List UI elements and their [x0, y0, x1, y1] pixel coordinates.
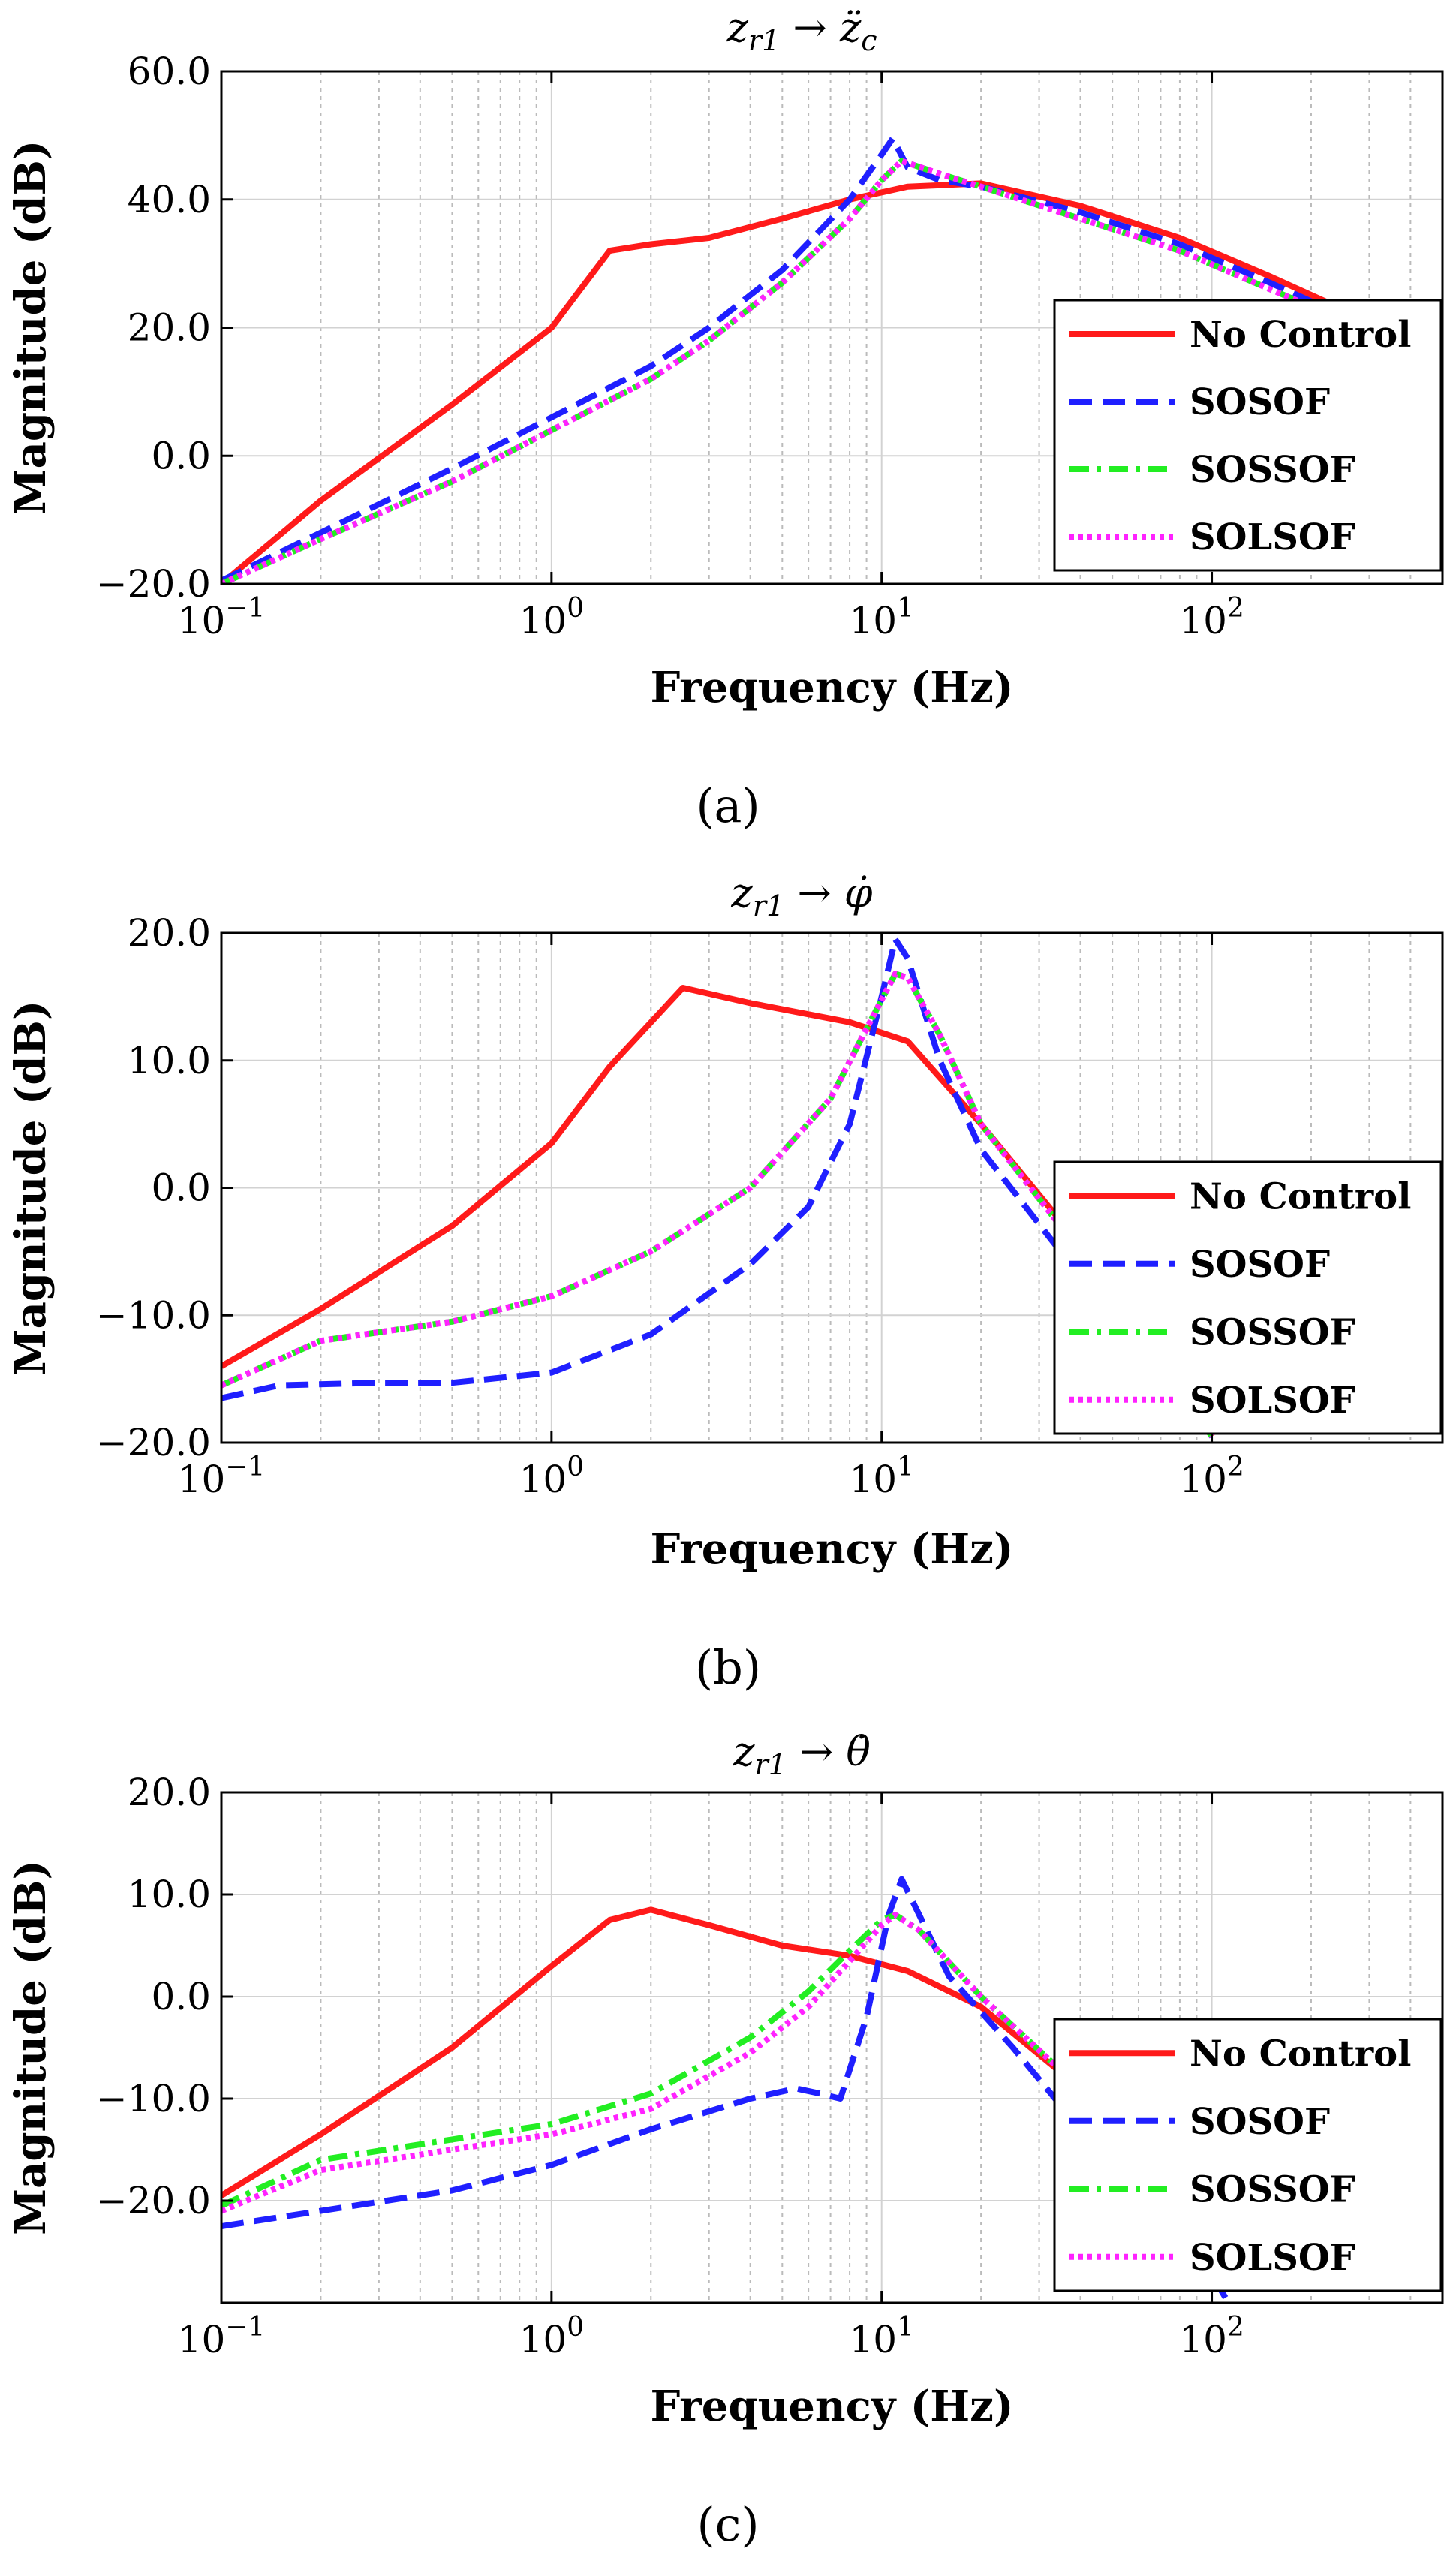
- legend-label-no-control: No Control: [1190, 2033, 1411, 2075]
- legend-box: [1053, 299, 1442, 572]
- x-tick-label: 101: [849, 593, 914, 643]
- y-tick-label: 0.0: [151, 1166, 211, 1210]
- y-axis-label: Magnitude (dB): [6, 1001, 56, 1376]
- legend: No Control SOSOF SOSSOF SOLSOF: [1053, 299, 1442, 572]
- chart-panel-2: −20.0 −10.0 0.0 10.0 20.0 10−1 100 101 102 Freque…: [6, 869, 1444, 1695]
- y-tick-label: −20.0: [96, 2179, 211, 2222]
- chart-title: zr1 → z̈c: [726, 4, 877, 57]
- legend-label-sossof: SOSSOF: [1190, 2168, 1355, 2210]
- chart-panel-3: −20.0 −10.0 0.0 10.0 20.0 10−1 100 101 102 Freque…: [6, 1728, 1444, 2552]
- ticks: [220, 931, 1214, 1444]
- x-axis-label: Frequency (Hz): [651, 2382, 1014, 2431]
- legend: No Control SOSOF SOSSOF SOLSOF: [1053, 2018, 1442, 2292]
- series-line-sossof: [221, 1912, 1229, 2274]
- chart-panel-1: −20.0 0.0 20.0 40.0 60.0 10−1 100 101 102 Frequen…: [6, 4, 1444, 833]
- y-tick-label: 20.0: [128, 306, 211, 350]
- legend-label-sossof: SOSSOF: [1190, 449, 1355, 491]
- series-line-no-control: [221, 180, 1442, 584]
- y-tick-label: −20.0: [96, 562, 211, 606]
- x-tick-label: 10−1: [178, 2312, 266, 2361]
- y-tick-label: 60.0: [128, 50, 211, 93]
- panel-caption: (c): [696, 2497, 759, 2552]
- x-tick-label: 101: [849, 2312, 914, 2361]
- legend-label-solsof: SOLSOF: [1190, 516, 1355, 558]
- series-lines: [221, 135, 1442, 584]
- legend: No Control SOSOF SOSSOF SOLSOF: [1053, 1160, 1442, 1435]
- panel-caption: (b): [695, 1640, 761, 1695]
- legend-box: [1053, 2018, 1442, 2292]
- y-axis-label: Magnitude (dB): [6, 140, 56, 516]
- x-tick-label: 100: [519, 2312, 585, 2361]
- chart-title: zr1 → θ̇: [733, 1728, 871, 1781]
- legend-label-sossof: SOSSOF: [1190, 1311, 1355, 1353]
- x-tick-label: 100: [519, 593, 585, 643]
- x-tick-label: 102: [1179, 2312, 1244, 2361]
- y-tick-label: 0.0: [151, 1975, 211, 2018]
- x-tick-label: 10−1: [178, 1452, 266, 1501]
- y-tick-label: 40.0: [128, 178, 211, 221]
- legend-label-no-control: No Control: [1190, 1175, 1411, 1217]
- legend-label-solsof: SOLSOF: [1190, 1380, 1355, 1422]
- y-tick-label: 10.0: [128, 1873, 211, 1916]
- y-tick-label: −20.0: [96, 1421, 211, 1464]
- y-tick-label: −10.0: [96, 2077, 211, 2120]
- y-tick-label: −10.0: [96, 1293, 211, 1337]
- legend-label-no-control: No Control: [1190, 314, 1411, 356]
- series-line-solsof: [221, 1912, 1229, 2274]
- y-tick-label: 10.0: [128, 1039, 211, 1082]
- series-line-sosof: [221, 135, 1442, 584]
- chart-title: zr1 → φ̇: [730, 869, 872, 922]
- ticks: [220, 70, 1214, 585]
- y-tick-label: 0.0: [151, 434, 211, 477]
- legend-label-sosof: SOSOF: [1190, 2101, 1330, 2143]
- panel-caption: (a): [696, 778, 760, 833]
- x-axis-label: Frequency (Hz): [651, 1524, 1014, 1574]
- y-tick-label: 20.0: [128, 1771, 211, 1814]
- ticks: [220, 1791, 1214, 2303]
- x-tick-label: 102: [1179, 1452, 1244, 1501]
- series-line-solsof: [221, 971, 1214, 1438]
- x-axis-label: Frequency (Hz): [651, 663, 1014, 712]
- minor-gridlines: [320, 1792, 1443, 2303]
- axes-box: [220, 1791, 1444, 2304]
- y-axis-label: Magnitude (dB): [6, 1860, 56, 2235]
- legend-label-sosof: SOSOF: [1190, 381, 1330, 423]
- x-tick-label: 102: [1179, 593, 1244, 643]
- x-tick-label: 100: [519, 1452, 585, 1501]
- legend-label-sosof: SOSOF: [1190, 1244, 1330, 1286]
- series-line-sosof: [221, 1876, 1229, 2300]
- series-line-sosof: [221, 936, 1214, 1439]
- series-line-solsof: [221, 158, 1442, 584]
- x-tick-label: 101: [849, 1452, 914, 1501]
- legend-box: [1053, 1160, 1442, 1435]
- legend-label-solsof: SOLSOF: [1190, 2237, 1355, 2279]
- y-tick-label: 20.0: [128, 911, 211, 955]
- x-tick-label: 10−1: [178, 593, 266, 643]
